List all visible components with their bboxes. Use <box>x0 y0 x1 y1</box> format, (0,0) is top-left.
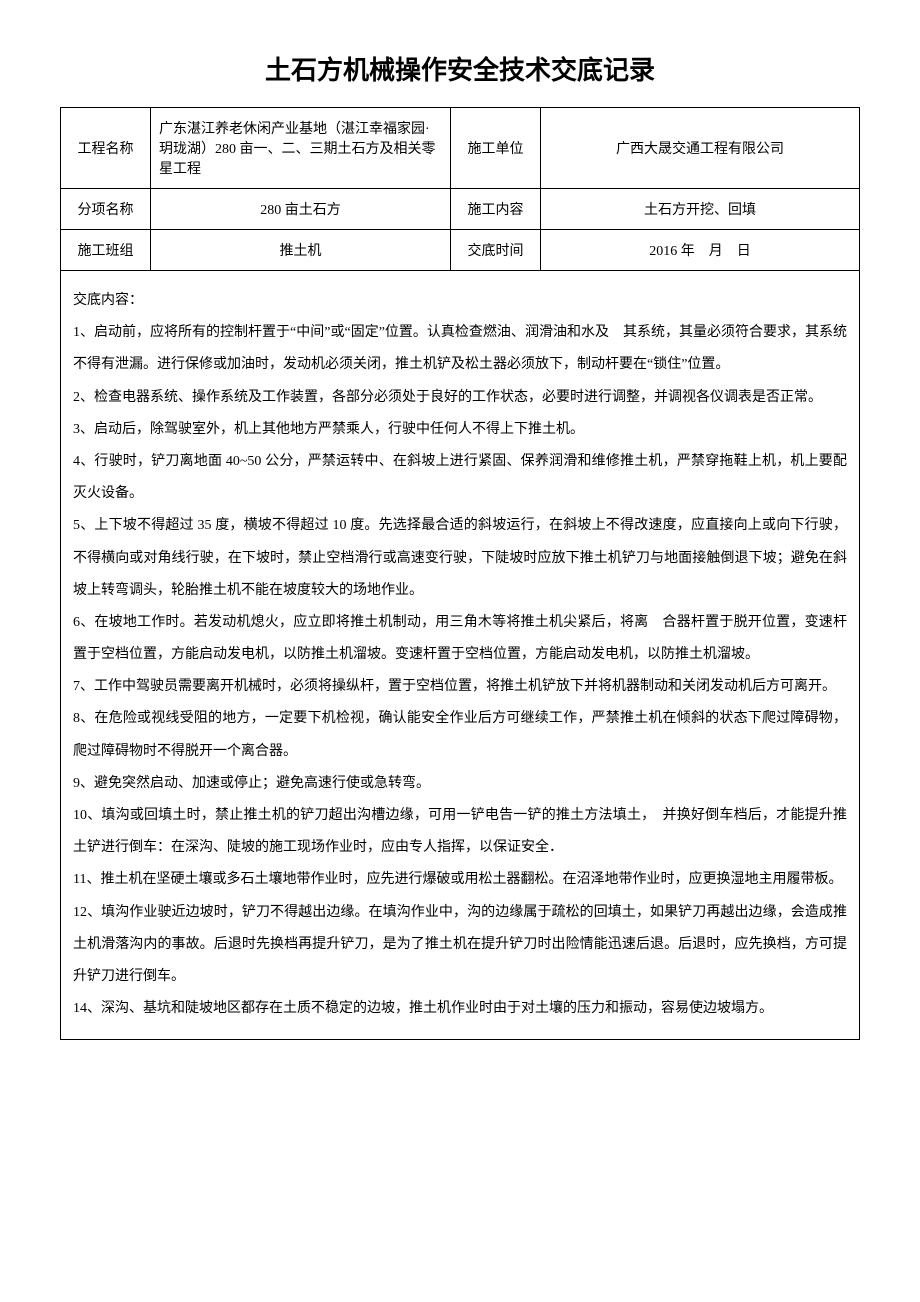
content-p8: 8、在危险或视线受阻的地方，一定要下机检视，确认能安全作业后方可继续工作，严禁推… <box>73 703 847 767</box>
unit-label: 施工单位 <box>451 108 541 189</box>
content-heading: 交底内容： <box>73 285 847 317</box>
content-p6: 6、在坡地工作时。若发动机熄火，应立即将推土机制动，用三角木等将推土机尖紧后，将… <box>73 607 847 671</box>
content-p9: 9、避免突然启动、加速或停止；避免高速行使或急转弯。 <box>73 768 847 800</box>
project-label: 工程名称 <box>61 108 151 189</box>
item-label: 分项名称 <box>61 189 151 230</box>
content-p2: 2、检查电器系统、操作系统及工作装置，各部分必须处于良好的工作状态，必要时进行调… <box>73 382 847 414</box>
content-p5: 5、上下坡不得超过 35 度，横坡不得超过 10 度。先选择最合适的斜坡运行，在… <box>73 510 847 607</box>
team-label: 施工班组 <box>61 230 151 271</box>
content-p10: 10、填沟或回填土时，禁止推土机的铲刀超出沟槽边缘，可用一铲电告一铲的推土方法填… <box>73 800 847 864</box>
content-p11: 11、推土机在坚硬土壤或多石土壤地带作业时，应先进行爆破或用松土器翻松。在沼泽地… <box>73 864 847 896</box>
team-value: 推土机 <box>151 230 451 271</box>
record-table: 工程名称 广东湛江养老休闲产业基地（湛江幸福家园·玥珑湖）280 亩一、二、三期… <box>60 107 860 1040</box>
content-p1: 1、启动前，应将所有的控制杆置于“中间”或“固定”位置。认真检查燃油、润滑油和水… <box>73 317 847 381</box>
page-title: 土石方机械操作安全技术交底记录 <box>60 50 860 87</box>
content-p7: 7、工作中驾驶员需要离开机械时，必须将操纵杆，置于空档位置，将推土机铲放下并将机… <box>73 671 847 703</box>
time-value: 2016 年 月 日 <box>541 230 860 271</box>
content-p3: 3、启动后，除驾驶室外，机上其他地方严禁乘人，行驶中任何人不得上下推土机。 <box>73 414 847 446</box>
unit-value: 广西大晟交通工程有限公司 <box>541 108 860 189</box>
work-value: 土石方开挖、回填 <box>541 189 860 230</box>
content-p4: 4、行驶时，铲刀离地面 40~50 公分，严禁运转中、在斜坡上进行紧固、保养润滑… <box>73 446 847 510</box>
content-p12: 12、填沟作业驶近边坡时，铲刀不得越出边缘。在填沟作业中，沟的边缘属于疏松的回填… <box>73 897 847 994</box>
content-p14: 14、深沟、基坑和陡坡地区都存在土质不稳定的边坡，推土机作业时由于对土壤的压力和… <box>73 993 847 1025</box>
content-cell: 交底内容： 1、启动前，应将所有的控制杆置于“中间”或“固定”位置。认真检查燃油… <box>61 271 860 1040</box>
time-label: 交底时间 <box>451 230 541 271</box>
work-label: 施工内容 <box>451 189 541 230</box>
project-value: 广东湛江养老休闲产业基地（湛江幸福家园·玥珑湖）280 亩一、二、三期土石方及相… <box>151 108 451 189</box>
item-value: 280 亩土石方 <box>151 189 451 230</box>
